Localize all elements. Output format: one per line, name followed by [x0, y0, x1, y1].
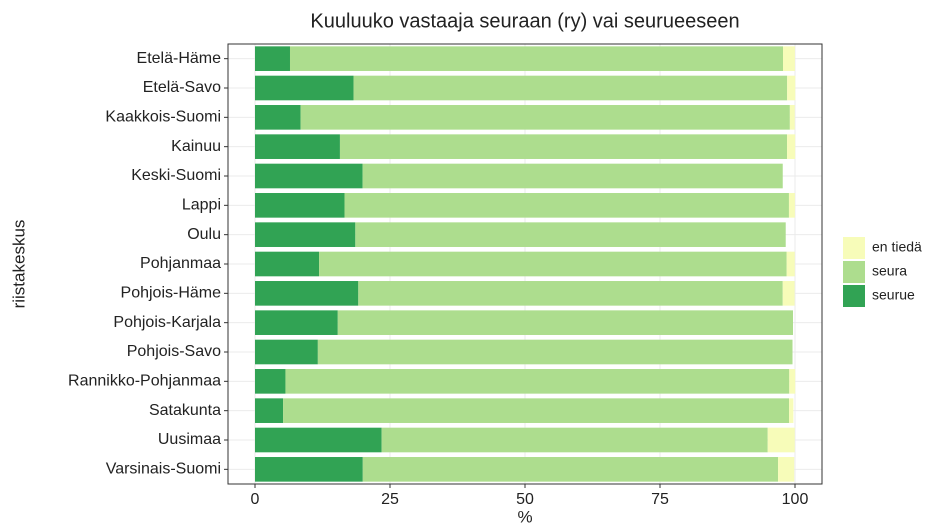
bar-segment: [319, 251, 787, 277]
bar-segment: [255, 369, 286, 394]
y-tick-label: Oulu: [187, 226, 221, 243]
y-tick-label: Etelä-Häme: [137, 50, 222, 67]
x-axis-label: %: [517, 507, 532, 526]
bar-segment: [255, 339, 318, 365]
bar-segment: [285, 369, 790, 394]
legend-swatch: [843, 261, 865, 283]
bar-segment: [255, 398, 284, 423]
bar-segment: [787, 134, 796, 159]
bar-segment: [317, 339, 793, 365]
x-tick-label: 50: [516, 491, 534, 508]
y-tick-label: Pohjanmaa: [140, 255, 221, 272]
legend-swatch: [843, 237, 865, 259]
y-tick-label: Keski-Suomi: [131, 167, 221, 184]
bar-segment: [362, 163, 783, 189]
bar-segment: [255, 75, 354, 101]
bar-segment: [255, 46, 290, 71]
plot-border: [227, 43, 823, 485]
bar-segment: [789, 398, 794, 423]
x-tick-label: 0: [251, 491, 260, 508]
chart-title: Kuuluuko vastaaja seuraan (ry) vai seuru…: [310, 10, 739, 32]
y-tick-label: Satakunta: [149, 402, 221, 419]
bar-segment: [787, 75, 796, 101]
bar-segment: [255, 281, 359, 306]
y-tick-label: Kaakkois-Suomi: [105, 109, 221, 126]
y-tick-label: Rannikko-Pohjanmaa: [68, 373, 221, 390]
bar-segment: [353, 75, 788, 101]
bar-segment: [381, 427, 768, 453]
y-tick-label: Pohjois-Savo: [127, 343, 221, 360]
bar-segment: [255, 457, 363, 482]
bar-segment: [355, 222, 786, 247]
bar-segment: [255, 310, 338, 335]
bar-segment: [344, 193, 789, 218]
y-tick-label: Kainuu: [171, 138, 221, 155]
bar-segment: [255, 222, 356, 247]
legend-label: en tiedä: [872, 239, 922, 255]
bar-segment: [289, 46, 784, 71]
bar-segment: [255, 193, 345, 218]
x-tick-label: 25: [381, 491, 399, 508]
bar-segment: [255, 134, 340, 159]
bar-segment: [783, 46, 795, 71]
bar-segment: [255, 163, 363, 189]
bar-segment: [300, 105, 790, 130]
x-tick-label: 75: [651, 491, 669, 508]
bar-segment: [789, 369, 796, 394]
bar-segment: [786, 251, 795, 277]
bar-segment: [358, 281, 783, 306]
x-tick-label: 100: [782, 491, 809, 508]
bar-segment: [788, 193, 795, 218]
bar-segment: [337, 310, 794, 335]
bar-segment: [283, 398, 790, 423]
y-tick-label: Varsinais-Suomi: [106, 461, 221, 478]
y-tick-label: Etelä-Savo: [143, 79, 221, 96]
legend-label: seura: [872, 263, 907, 279]
y-tick-label: Uusimaa: [158, 431, 221, 448]
bar-segment: [767, 427, 795, 453]
bar-segment: [778, 457, 795, 482]
bar-segment: [339, 134, 788, 159]
bar-segment: [789, 105, 795, 130]
bar-segment: [362, 457, 779, 482]
bar-segment: [255, 105, 301, 130]
bar-segment: [255, 251, 320, 277]
y-tick-label: Lappi: [182, 197, 221, 214]
bar-segment: [255, 427, 382, 453]
legend-label: seurue: [872, 287, 915, 303]
legend-swatch: [843, 285, 865, 307]
bar-segment: [782, 281, 795, 306]
y-tick-label: Pohjois-Häme: [121, 285, 222, 302]
y-axis-label: riistakeskus: [9, 220, 28, 309]
y-tick-label: Pohjois-Karjala: [113, 314, 221, 331]
